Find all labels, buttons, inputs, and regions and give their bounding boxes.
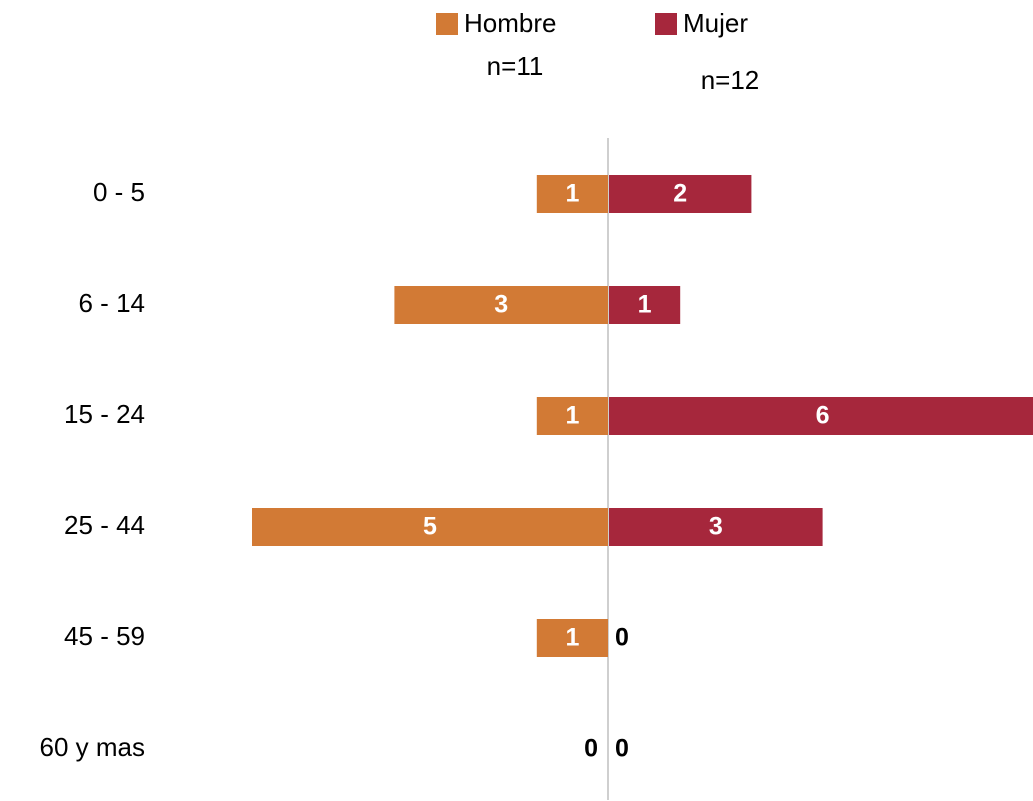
bar — [536, 175, 608, 213]
value-label: 1 — [565, 180, 579, 208]
y-tick-label: 45 - 59 — [64, 621, 145, 651]
y-tick-label: 0 - 5 — [93, 177, 145, 207]
bar — [609, 286, 681, 324]
bar — [609, 397, 1033, 435]
value-label: 5 — [423, 513, 437, 541]
legend-label: Mujer — [683, 8, 748, 38]
annotation: n=12 — [701, 65, 760, 95]
y-tick-label: 25 - 44 — [64, 510, 145, 540]
value-label: 3 — [709, 513, 723, 541]
bar — [536, 397, 608, 435]
annotation: n=11 — [487, 51, 544, 81]
value-label: 1 — [565, 624, 579, 652]
value-label: 1 — [638, 291, 652, 319]
bar — [394, 286, 608, 324]
legend-swatch — [436, 13, 458, 35]
value-label: 6 — [816, 402, 830, 430]
y-tick-label: 6 - 14 — [79, 288, 146, 318]
bar — [609, 175, 752, 213]
value-label: 0 — [615, 735, 629, 763]
bar — [252, 508, 608, 546]
value-label: 0 — [584, 735, 598, 763]
value-label: 3 — [494, 291, 508, 319]
value-label: 2 — [673, 180, 687, 208]
y-tick-label: 15 - 24 — [64, 399, 145, 429]
value-label: 0 — [615, 624, 629, 652]
value-label: 1 — [565, 402, 579, 430]
y-tick-label: 60 y mas — [40, 732, 146, 762]
legend-label: Hombre — [464, 8, 556, 38]
legend-swatch — [655, 13, 677, 35]
bar — [536, 619, 608, 657]
bar — [609, 508, 823, 546]
